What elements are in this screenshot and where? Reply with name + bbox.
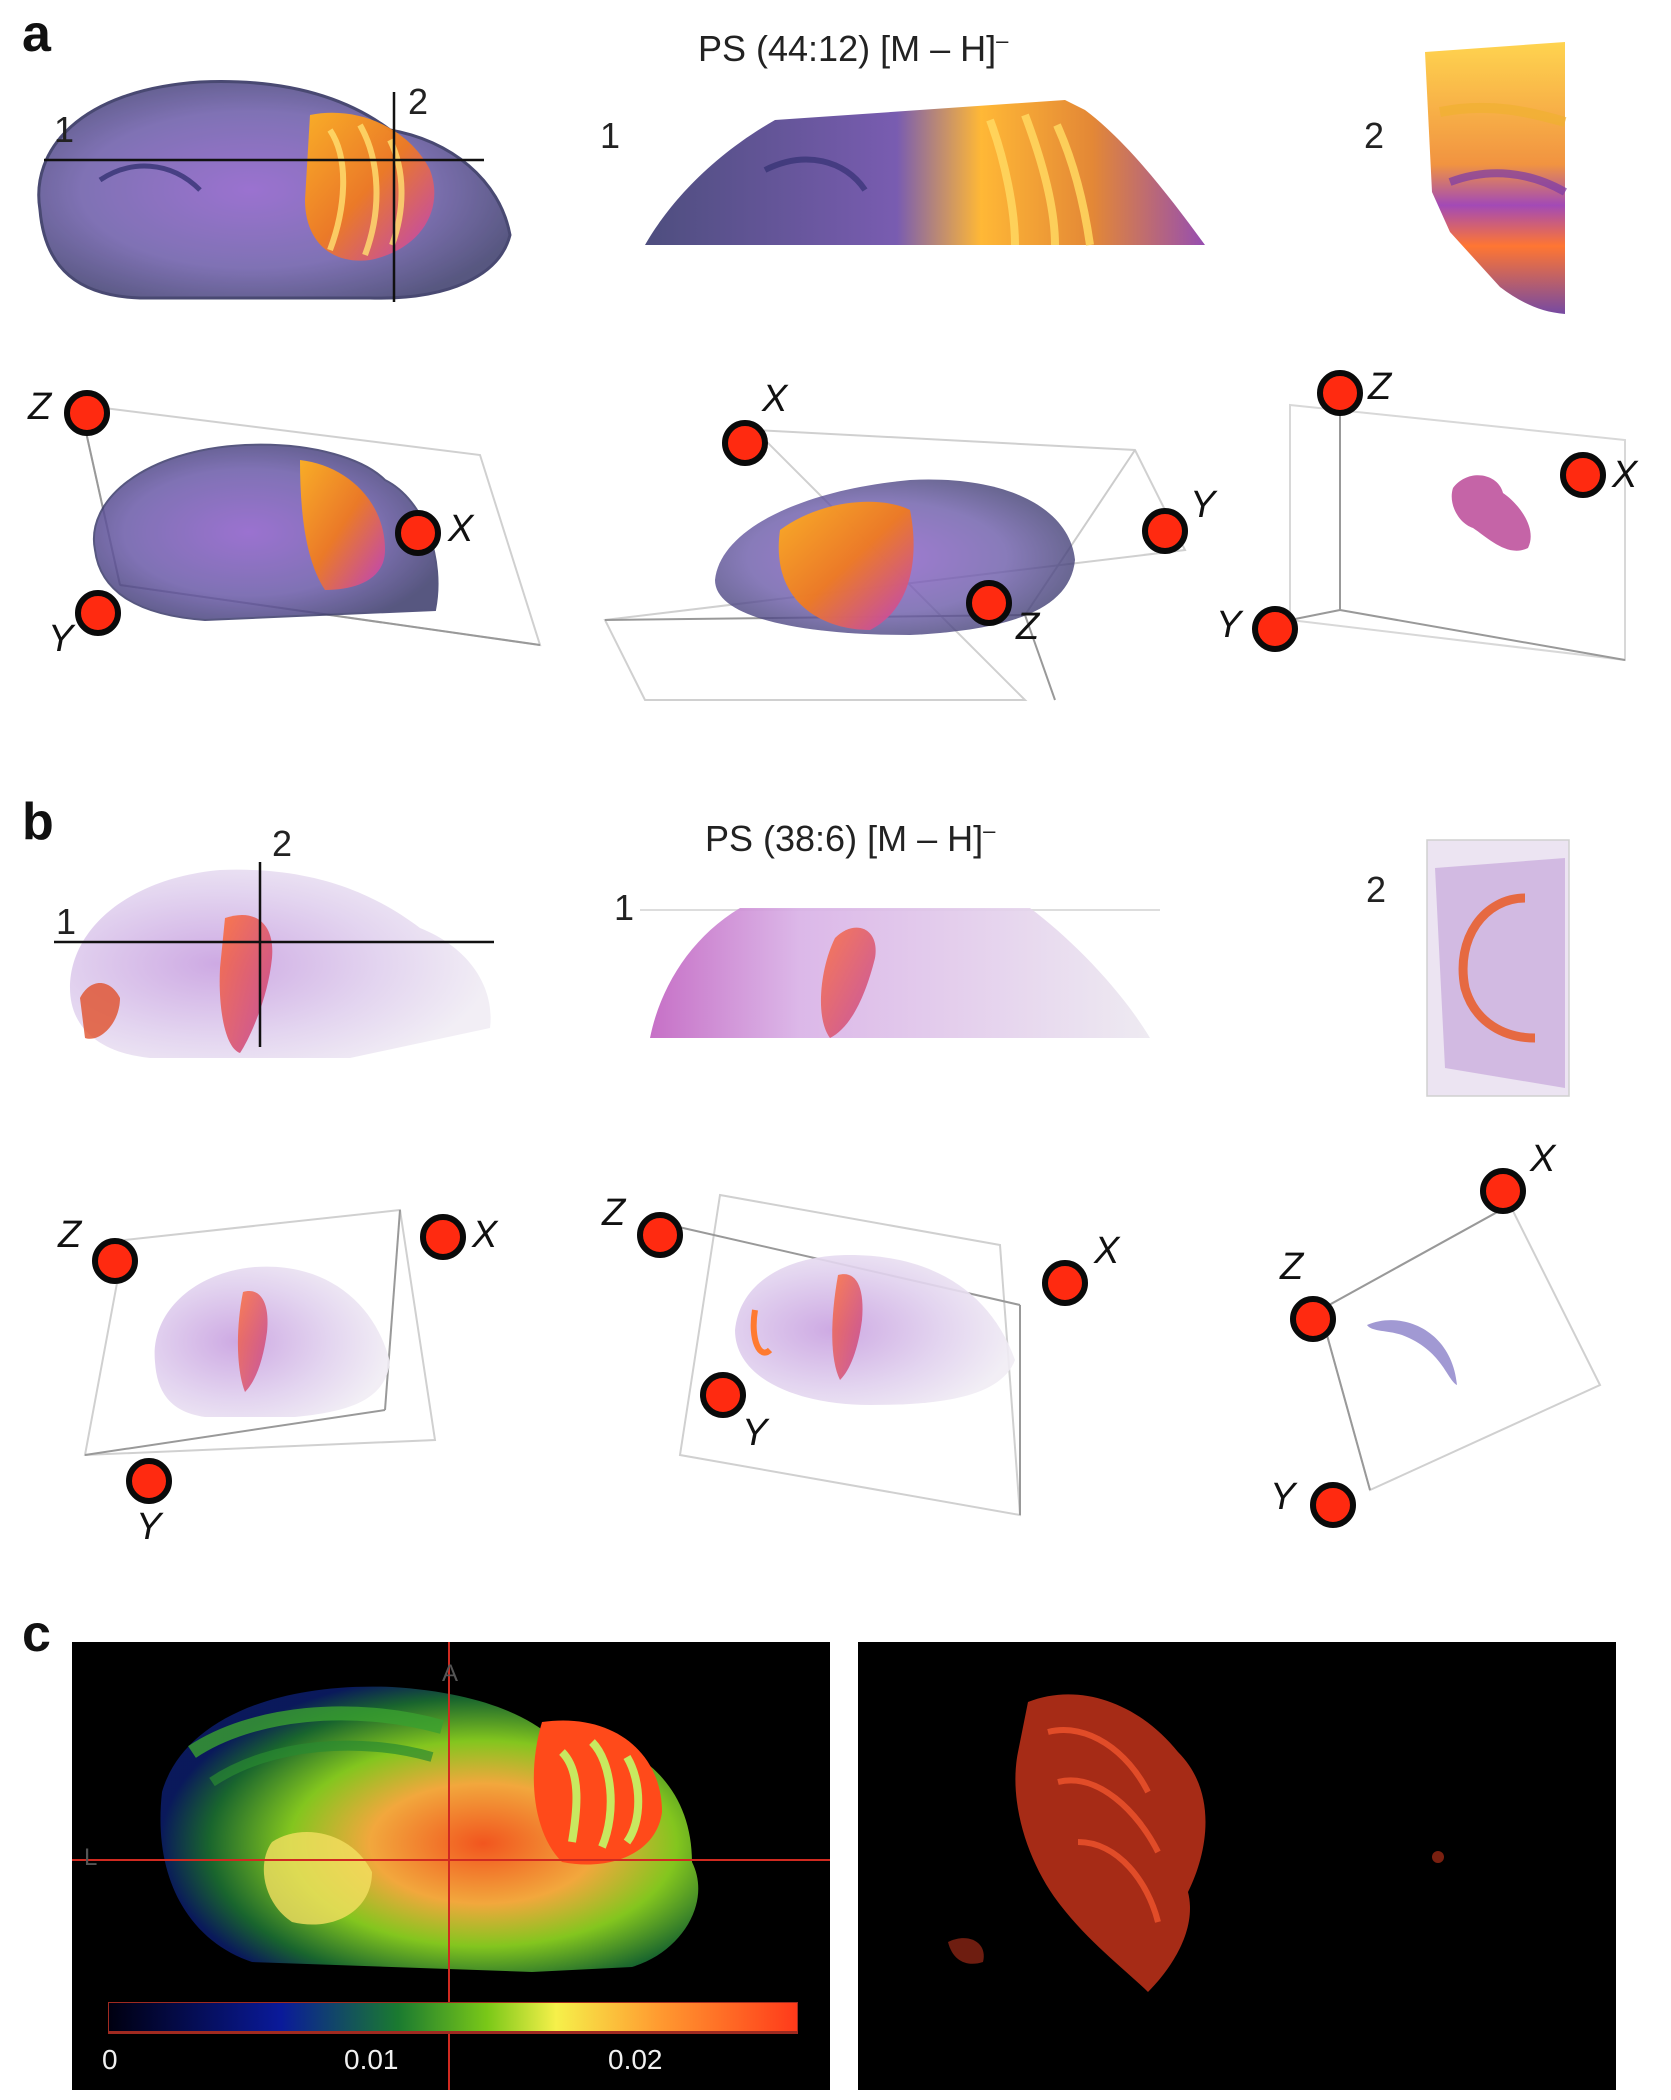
- panel-b-3d-view-3-slice: [1367, 1320, 1457, 1385]
- panel-b-crosshair-horizontal: [54, 940, 494, 944]
- panel-letter-a: a: [22, 5, 51, 63]
- panel-b-view2-z-dot: [637, 1212, 683, 1258]
- panel-a-view2-x-dot: [722, 420, 768, 466]
- panel-a-view2-y-dot: [1142, 508, 1188, 554]
- panel-c-colorbar-tick-0: 0: [102, 2044, 118, 2075]
- panel-a-3d-view-3-box: [1289, 400, 1626, 662]
- panel-b-view2-y-dot: [700, 1372, 746, 1418]
- panel-b-title-sup: –: [983, 818, 996, 843]
- panel-b-slice2-image: [1426, 839, 1570, 1097]
- panel-b-view2-x-label: X: [1094, 1230, 1120, 1272]
- panel-c-right-image: [858, 1642, 1616, 2090]
- panel-a-title-sup: –: [996, 28, 1009, 53]
- panel-b-3d-view-1-box: [83, 1208, 437, 1457]
- panel-a-slice2-image: [1425, 42, 1567, 314]
- panel-a-view1-x-label: X: [448, 508, 474, 550]
- panel-letter-b: b: [22, 793, 54, 851]
- panel-c-colorbar: [108, 2002, 798, 2032]
- panel-a-slice1-image: [645, 100, 1205, 246]
- panel-b-line-label-2: 2: [272, 823, 293, 864]
- panel-b-view1-x-dot: [420, 1214, 466, 1260]
- panel-a-view2-z-dot: [966, 580, 1012, 626]
- panel-c-colorbar-tick-2: 0.02: [608, 2044, 663, 2075]
- panel-a-title-main: PS (44:12) [M – H]: [698, 28, 997, 69]
- panel-c-colorbar-tick-1: 0.01: [344, 2044, 399, 2075]
- panel-a-title: PS (44:12) [M – H]–: [698, 30, 1008, 67]
- panel-b-3d-view-1-brain: [154, 1266, 390, 1417]
- panel-a-view3-y-label: Y: [1216, 604, 1242, 646]
- panel-a-view1-z-label: Z: [28, 386, 52, 428]
- panel-a-view3-z-label: Z: [1368, 366, 1392, 408]
- panel-b-3d-view-2-brain: [735, 1255, 1015, 1405]
- panel-a-slice1-label: 1: [600, 115, 621, 156]
- panel-a-view3-y-dot: [1252, 606, 1298, 652]
- panel-b-view3-x-dot: [1480, 1168, 1526, 1214]
- panel-b-view3-z-dot: [1290, 1296, 1336, 1342]
- panel-b-line-label-1: 1: [56, 901, 77, 942]
- panel-a-line-label-2: 2: [408, 81, 429, 122]
- panel-b-crosshair-vertical: [258, 862, 262, 1047]
- panel-a-view3-x-dot: [1560, 452, 1606, 498]
- panel-a-crosshair-vertical: [392, 92, 396, 302]
- panel-a-sagittal-image: [37, 80, 512, 300]
- panel-b-view2-y-label: Y: [742, 1412, 768, 1454]
- panel-b-view1-y-dot: [126, 1458, 172, 1504]
- panel-b-view3-y-label: Y: [1270, 1476, 1296, 1518]
- panel-c-left-image: A L 0 0.01 0.02: [72, 1642, 830, 2090]
- panel-b-slice2-label: 2: [1366, 869, 1387, 910]
- panel-a-crosshair-horizontal: [44, 158, 484, 162]
- panel-b-view1-x-label: X: [472, 1214, 498, 1256]
- panel-b-title: PS (38:6) [M – H]–: [705, 820, 995, 857]
- panel-a-3d-view-1-brain: [92, 443, 439, 622]
- panel-a-3d-view-3-slice: [1451, 475, 1531, 551]
- panel-b-view3-y-dot: [1310, 1482, 1356, 1528]
- panel-a-line-label-1: 1: [54, 109, 75, 150]
- panel-a-view2-y-label: Y: [1190, 484, 1216, 526]
- panel-a-view1-y-dot: [75, 590, 121, 636]
- panel-b-view2-z-label: Z: [602, 1192, 626, 1234]
- panel-b-slice1-label: 1: [614, 887, 635, 928]
- panel-c-right-signal: [948, 1694, 1444, 1992]
- panel-b-sagittal-image: [70, 869, 491, 1058]
- panel-b-view1-y-label: Y: [136, 1506, 162, 1548]
- panel-b-slice1-image: [650, 908, 1150, 1038]
- panel-b-view2-x-dot: [1042, 1260, 1088, 1306]
- panel-c-crosshair-top-label: A: [442, 1660, 459, 1687]
- panel-a-slice2-label: 2: [1364, 115, 1385, 156]
- panel-a-view1-z-dot: [64, 390, 110, 436]
- panel-b-title-main: PS (38:6) [M – H]: [705, 818, 984, 859]
- panel-b-3d-view-3-box: [1318, 1203, 1602, 1492]
- panel-a-view1-x-dot: [395, 510, 441, 556]
- panel-a-view1-y-label: Y: [48, 618, 74, 660]
- panel-a-view3-z-dot: [1317, 370, 1363, 416]
- panel-b-view3-x-label: X: [1530, 1138, 1556, 1180]
- panel-c-left-heatmap: [72, 1642, 830, 2090]
- panel-b-view3-z-label: Z: [1280, 1246, 1304, 1288]
- panel-b-view1-z-label: Z: [58, 1214, 82, 1256]
- panel-c-colorbar-ticks: [108, 2032, 798, 2044]
- panel-c-crosshair-left-label: L: [84, 1844, 98, 1871]
- panel-a-view3-x-label: X: [1612, 454, 1638, 496]
- panel-letter-c: c: [22, 1605, 51, 1663]
- panel-a-view2-z-label: Z: [1016, 606, 1040, 648]
- panel-b-view1-z-dot: [92, 1238, 138, 1284]
- panel-a-view2-x-label: X: [762, 378, 788, 420]
